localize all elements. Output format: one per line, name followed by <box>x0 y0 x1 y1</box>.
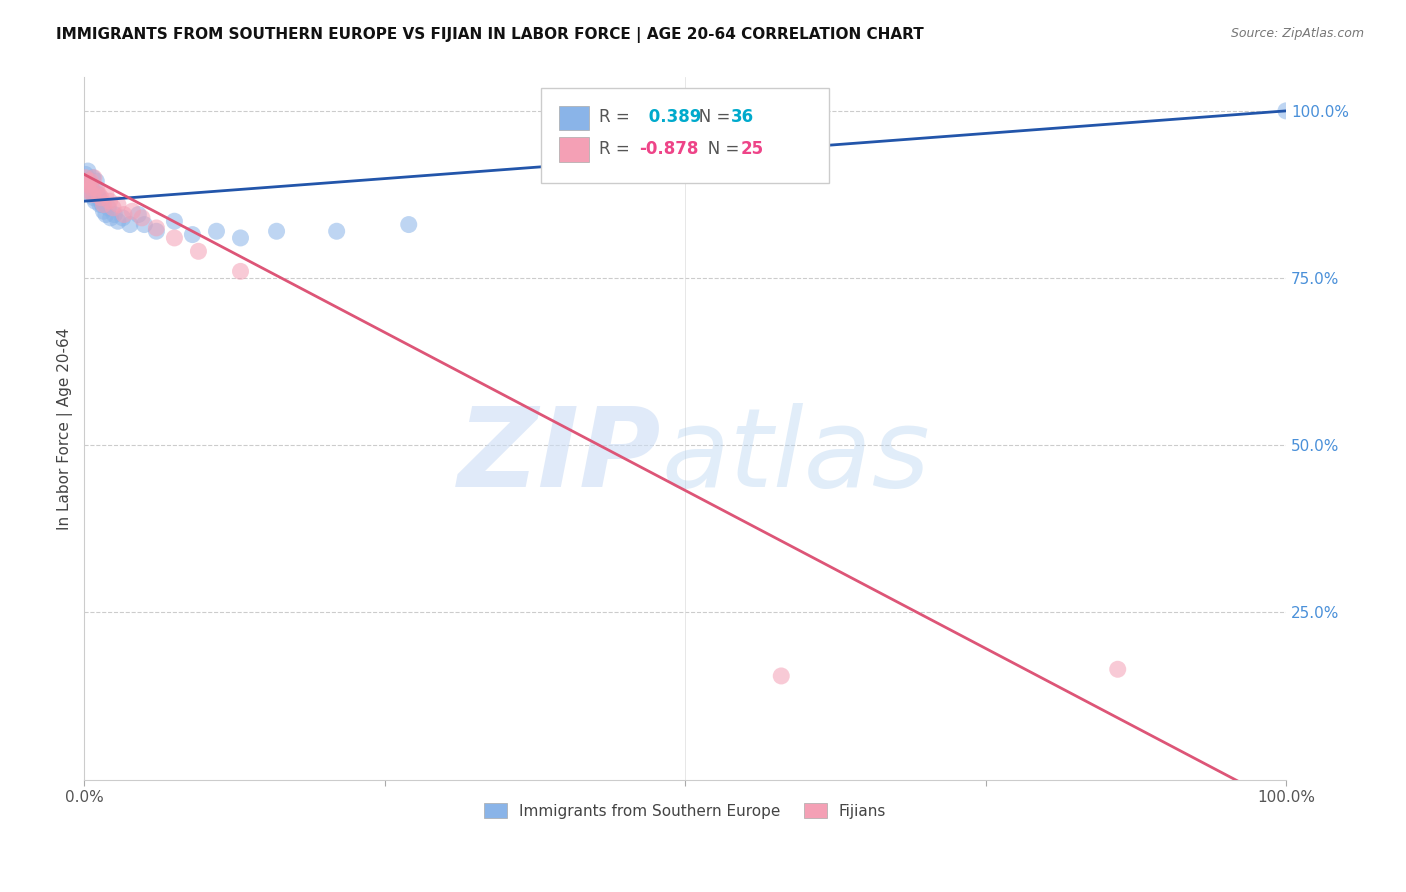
Text: IMMIGRANTS FROM SOUTHERN EUROPE VS FIJIAN IN LABOR FORCE | AGE 20-64 CORRELATION: IMMIGRANTS FROM SOUTHERN EUROPE VS FIJIA… <box>56 27 924 43</box>
Point <box>77 178 100 192</box>
Point <box>77 184 100 198</box>
Text: N =: N = <box>683 109 735 127</box>
Point <box>76 174 98 188</box>
Point <box>163 231 186 245</box>
Point <box>229 264 252 278</box>
Point <box>80 181 103 195</box>
Point <box>134 218 156 232</box>
Text: 36: 36 <box>731 109 754 127</box>
FancyBboxPatch shape <box>560 105 589 130</box>
Legend: Immigrants from Southern Europe, Fijians: Immigrants from Southern Europe, Fijians <box>478 797 893 824</box>
Point <box>205 224 228 238</box>
Point <box>111 211 134 225</box>
Point <box>94 208 117 222</box>
Point <box>266 224 288 238</box>
Point <box>87 191 110 205</box>
Point <box>76 174 98 188</box>
Point <box>91 197 114 211</box>
Text: N =: N = <box>692 140 745 158</box>
Point <box>118 218 141 232</box>
Point <box>97 201 120 215</box>
Text: Source: ZipAtlas.com: Source: ZipAtlas.com <box>1230 27 1364 40</box>
Point <box>163 214 186 228</box>
Point <box>93 197 115 211</box>
Point <box>398 218 420 232</box>
Point <box>181 227 204 242</box>
Point <box>127 208 149 222</box>
Point <box>75 170 97 185</box>
Point <box>93 204 115 219</box>
Point <box>77 164 100 178</box>
Point <box>80 187 103 202</box>
Point <box>325 224 347 238</box>
Point <box>101 201 124 215</box>
Point <box>83 191 105 205</box>
Point <box>145 220 167 235</box>
Text: atlas: atlas <box>661 403 929 510</box>
Point <box>77 174 100 188</box>
Point <box>82 187 104 202</box>
Point <box>77 178 100 192</box>
Point <box>84 174 107 188</box>
FancyBboxPatch shape <box>541 88 830 183</box>
Text: ZIP: ZIP <box>457 403 661 510</box>
Point <box>89 197 111 211</box>
Point <box>87 187 110 202</box>
Point <box>131 211 153 225</box>
Text: 0.389: 0.389 <box>643 109 702 127</box>
Y-axis label: In Labor Force | Age 20-64: In Labor Force | Age 20-64 <box>58 327 73 530</box>
Point <box>107 197 129 211</box>
Point <box>229 231 252 245</box>
Point <box>84 194 107 209</box>
Text: -0.878: -0.878 <box>640 140 699 158</box>
Point <box>98 194 121 209</box>
Point <box>770 669 793 683</box>
Point <box>121 204 143 219</box>
Point <box>1107 662 1129 676</box>
Point <box>80 181 103 195</box>
Point <box>187 244 209 259</box>
Point <box>107 214 129 228</box>
Point <box>90 194 112 209</box>
Point <box>82 170 104 185</box>
Point <box>90 191 112 205</box>
Point <box>83 170 105 185</box>
Point <box>79 174 101 188</box>
Point <box>75 168 97 182</box>
Point <box>79 184 101 198</box>
Point <box>112 208 135 222</box>
Text: R =: R = <box>599 140 634 158</box>
Point <box>103 208 125 222</box>
Point <box>1275 103 1298 118</box>
Text: 25: 25 <box>741 140 763 158</box>
Point <box>84 181 107 195</box>
FancyBboxPatch shape <box>560 137 589 161</box>
Point <box>86 187 108 202</box>
Point <box>94 187 117 202</box>
Text: R =: R = <box>599 109 634 127</box>
Point <box>145 224 167 238</box>
Point <box>100 211 122 225</box>
